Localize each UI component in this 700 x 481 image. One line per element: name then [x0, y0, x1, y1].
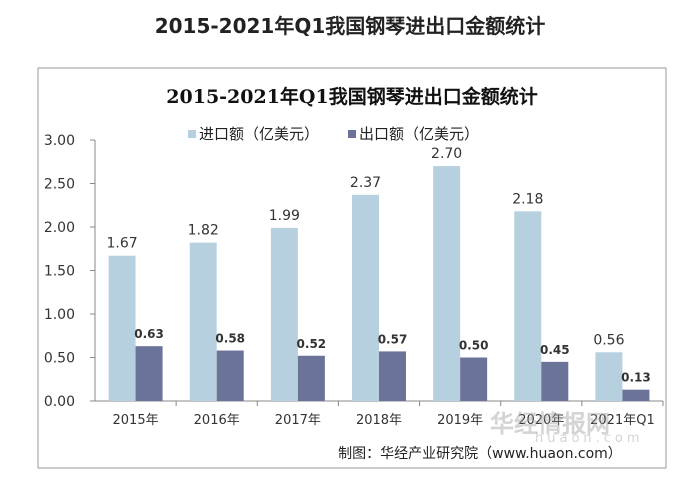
- y-tick-label: 1.50: [44, 264, 75, 280]
- data-label: 2.37: [350, 175, 381, 191]
- data-label: 2.70: [431, 146, 462, 162]
- data-label: 0.56: [593, 332, 624, 348]
- data-label: 0.58: [215, 332, 245, 346]
- bar-export: [379, 351, 406, 401]
- bar-export: [135, 346, 163, 401]
- watermark-url: huaon.com: [535, 431, 644, 446]
- legend-label: 出口额（亿美元）: [359, 125, 479, 143]
- data-label: 1.82: [188, 223, 219, 239]
- bar-import: [189, 242, 217, 401]
- x-tick-label: 2015年: [113, 413, 159, 428]
- bar-import: [514, 211, 542, 401]
- y-tick-label: 0.50: [44, 351, 75, 367]
- data-label: 0.63: [134, 327, 164, 341]
- data-label: 0.57: [378, 332, 408, 346]
- page-title: 2015-2021年Q1我国钢琴进出口金额统计: [154, 14, 546, 38]
- bar-export: [541, 361, 569, 401]
- x-tick-label: 2019年: [437, 413, 483, 428]
- bar-import: [352, 194, 379, 401]
- source-note: 制图：华经产业研究院（www.huaon.com）: [338, 446, 622, 462]
- y-tick-label: 1.00: [44, 307, 75, 323]
- chart-title: 2015-2021年Q1我国钢琴进出口金额统计: [166, 85, 537, 108]
- x-tick-label: 2017年: [275, 413, 321, 428]
- data-label: 2.18: [512, 191, 543, 207]
- bar-export: [297, 355, 325, 401]
- y-tick-label: 3.00: [44, 133, 75, 149]
- data-label: 0.50: [459, 339, 489, 353]
- data-label: 0.13: [621, 371, 651, 385]
- y-tick-label: 2.50: [44, 177, 75, 193]
- bar-import: [270, 227, 298, 401]
- x-tick-label: 2018年: [356, 413, 402, 428]
- bar-import: [433, 166, 461, 401]
- bar-import: [595, 352, 623, 401]
- data-label: 0.52: [297, 337, 327, 351]
- legend: 进口额（亿美元） 出口额（亿美元）: [188, 125, 479, 143]
- bar-export: [216, 350, 244, 401]
- bar-export: [622, 389, 650, 401]
- data-label: 0.45: [540, 343, 570, 357]
- y-tick-label: 2.00: [44, 220, 75, 236]
- x-tick-label: 2016年: [194, 413, 240, 428]
- x-tick-label: 2021年Q1: [590, 413, 655, 428]
- x-tick-label: 2020年: [518, 413, 564, 428]
- data-label: 1.67: [106, 236, 137, 252]
- legend-label: 进口额（亿美元）: [199, 125, 319, 143]
- data-label: 1.99: [269, 208, 300, 224]
- watermark-logo: 华经情报网: [490, 410, 610, 438]
- bar-import: [108, 255, 136, 401]
- y-tick-label: 0.00: [44, 394, 75, 410]
- legend-swatch: [348, 130, 356, 138]
- legend-swatch: [188, 130, 196, 138]
- bar-export: [460, 357, 488, 401]
